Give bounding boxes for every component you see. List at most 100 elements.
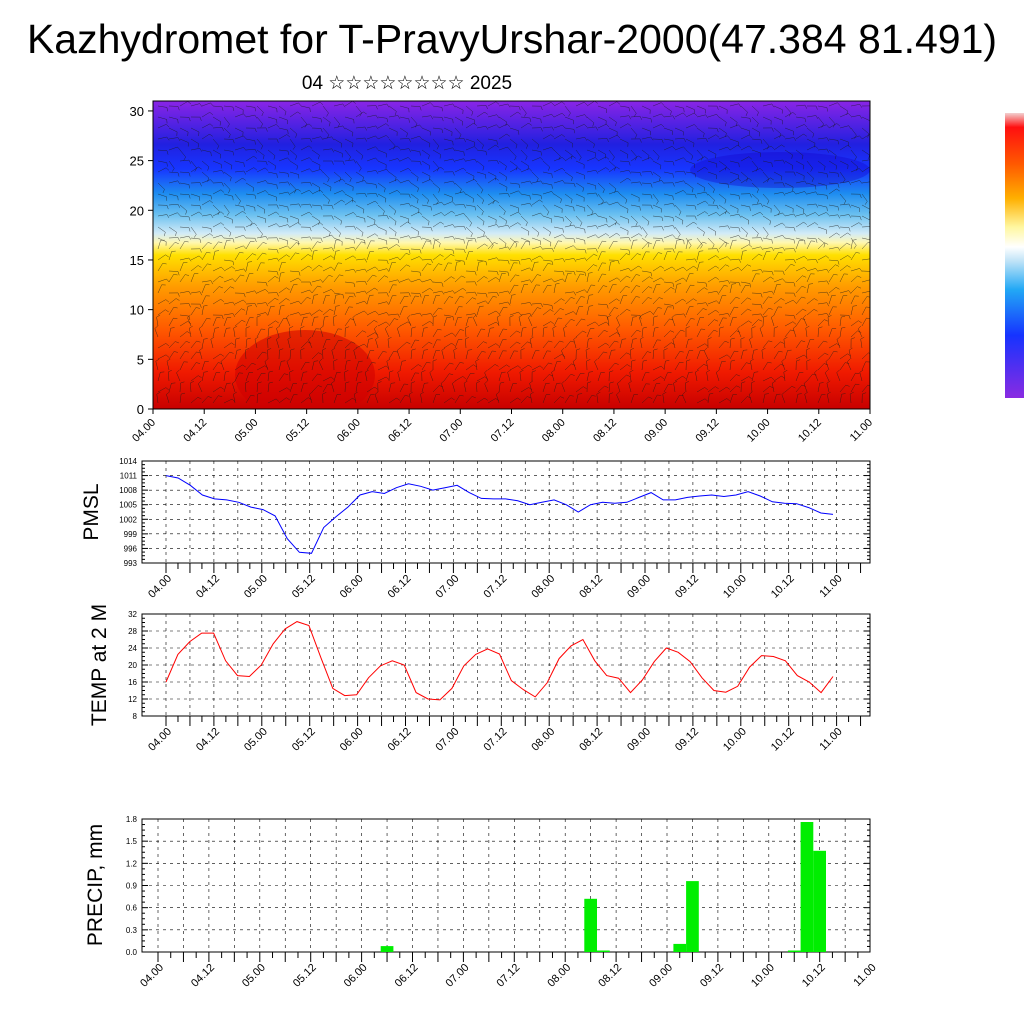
precip-x-tick-label: 08.12 [596,962,624,990]
precip-bar [673,943,687,952]
temperature-x-axis: 04.00 04.12 05.00 05.12 06.00 06.12 07.00 07.12… [146,716,862,754]
pmsl-axis-label: PMSL [80,483,103,540]
cross-section-x-tick-label: 07.12 [489,417,517,445]
pmsl-y-axis: 993 996 999 1002 1005 1008 1011 1014 [119,457,870,568]
temperature-y-tick-label: 8 [133,712,138,721]
wind-barbs [154,101,870,404]
pmsl-x-tick-label: 05.12 [290,573,318,601]
temperature-line [165,621,834,701]
cross-section-x-axis: 04.00 04.12 05.00 05.12 06.00 06.12 07.00 07.12… [130,409,875,445]
precip-x-tick-label: 10.00 [749,962,777,990]
temperature-y-tick-label: 24 [128,644,137,653]
temperature-y-tick-label: 20 [128,661,137,670]
cross-section-panel: 0 5 10 15 20 25 30 04.00 04.12 05.00 05.12 06.00 06… [130,100,875,445]
temperature-x-tick-label: 10.00 [721,726,749,754]
precip-x-tick-label: 05.00 [240,962,268,990]
cross-section-x-tick-label: 04.00 [130,417,158,445]
precip-axis-label: PRECIP, mm [84,824,107,946]
precip-bars [380,822,826,952]
precip-x-tick-label: 06.00 [342,962,370,990]
cross-section-y-tick-label: 10 [130,303,144,318]
cross-section-x-tick-label: 06.12 [386,417,414,445]
pmsl-grid [142,461,870,563]
temperature-y-tick-label: 32 [128,610,137,619]
figure-title: Kazhydromet for T-PravyUrshar-2000(47.38… [26,16,998,62]
pmsl-y-tick-label: 996 [124,544,138,553]
temperature-x-tick-label: 07.12 [481,726,509,754]
temperature-x-tick-label: 06.00 [338,726,366,754]
temperature-y-tick-label: 28 [128,627,137,636]
cross-section-y-tick-label: 15 [130,253,144,268]
pmsl-x-axis: 04.00 04.12 05.00 05.12 06.00 06.12 07.00 07.12… [146,563,862,601]
colorbar [1005,113,1024,398]
pmsl-x-tick-label: 07.12 [481,573,509,601]
temperature-x-tick-label: 10.12 [769,726,797,754]
pmsl-x-tick-label: 08.12 [577,573,605,601]
cross-section-x-tick-label: 09.12 [694,417,722,445]
pmsl-y-tick-label: 1005 [119,501,137,510]
precip-x-tick-label: 06.12 [393,962,421,990]
precip-y-axis: 0.0 0.3 0.6 0.9 1.2 1.5 1.8 [126,815,870,957]
temperature-x-tick-label: 08.12 [577,726,605,754]
precip-grid [142,819,870,952]
pmsl-x-tick-label: 05.00 [242,573,270,601]
cross-section-x-tick-label: 08.12 [591,417,619,445]
pmsl-x-tick-label: 06.12 [386,573,414,601]
precip-y-tick-label: 0.0 [126,948,138,957]
pmsl-frame [141,460,871,564]
precip-bar [686,881,699,952]
temperature-axis-label: TEMP at 2 M [88,604,111,726]
temperature-y-tick-label: 12 [128,695,137,704]
cross-section-y-tick-label: 30 [130,104,144,119]
temperature-x-tick-label: 06.12 [386,726,414,754]
cross-section-y-tick-label: 0 [137,402,144,417]
warm-core [235,330,375,409]
cross-section-x-tick-label: 11.00 [848,417,875,444]
date-subtitle: 04 ☆☆☆☆☆☆☆☆ 2025 [301,73,513,94]
precip-bar [584,898,597,952]
pmsl-y-tick-label: 1002 [119,515,137,524]
pmsl-x-tick-label: 04.00 [146,573,174,601]
temperature-x-tick-label: 08.00 [529,726,557,754]
pmsl-y-tick-label: 1011 [120,472,138,481]
cross-section-x-tick-label: 08.00 [540,417,568,445]
cross-section-x-tick-label: 05.00 [233,417,261,445]
precip-bar [380,946,394,952]
precip-y-tick-label: 0.6 [126,904,138,913]
temperature-y-axis: 8 12 16 20 24 28 32 [128,610,870,721]
pmsl-x-tick-label: 10.00 [721,573,749,601]
cross-section-x-tick-label: 04.12 [181,417,209,445]
precip-x-tick-label: 09.00 [647,962,675,990]
cross-section-y-axis: 0 5 10 15 20 25 30 [130,104,153,417]
precip-y-tick-label: 1.5 [126,837,138,846]
pmsl-x-tick-label: 06.00 [338,573,366,601]
temperature-y-tick-label: 16 [128,678,137,687]
precip-x-tick-label: 11.00 [851,962,878,989]
temperature-x-tick-label: 04.00 [146,726,174,754]
cross-section-x-tick-label: 05.12 [284,417,312,445]
pmsl-x-tick-label: 04.12 [194,573,222,601]
precip-y-tick-label: 1.2 [126,859,138,868]
pmsl-y-tick-label: 1008 [119,486,137,495]
pmsl-y-tick-label: 993 [124,559,138,568]
precip-bar [787,950,801,952]
temperature-x-tick-label: 05.12 [290,726,318,754]
temperature-grid [142,614,870,716]
cross-section-x-tick-label: 09.00 [642,417,670,445]
pmsl-x-tick-label: 08.00 [529,573,557,601]
precip-x-tick-label: 09.12 [698,962,726,990]
cold-band [690,152,870,188]
precip-bar [813,850,826,952]
precip-x-tick-label: 04.12 [189,962,217,990]
pmsl-x-tick-label: 09.12 [673,573,701,601]
precip-x-tick-label: 10.12 [800,962,828,990]
temperature-x-tick-label: 09.00 [625,726,653,754]
cross-section-y-tick-label: 25 [130,154,144,169]
cross-section-x-tick-label: 10.00 [745,417,773,445]
pmsl-y-tick-label: 999 [124,530,138,539]
cross-section-x-tick-label: 07.00 [437,417,465,445]
pmsl-y-tick-label: 1014 [119,457,137,466]
temperature-x-tick-label: 04.12 [194,726,222,754]
